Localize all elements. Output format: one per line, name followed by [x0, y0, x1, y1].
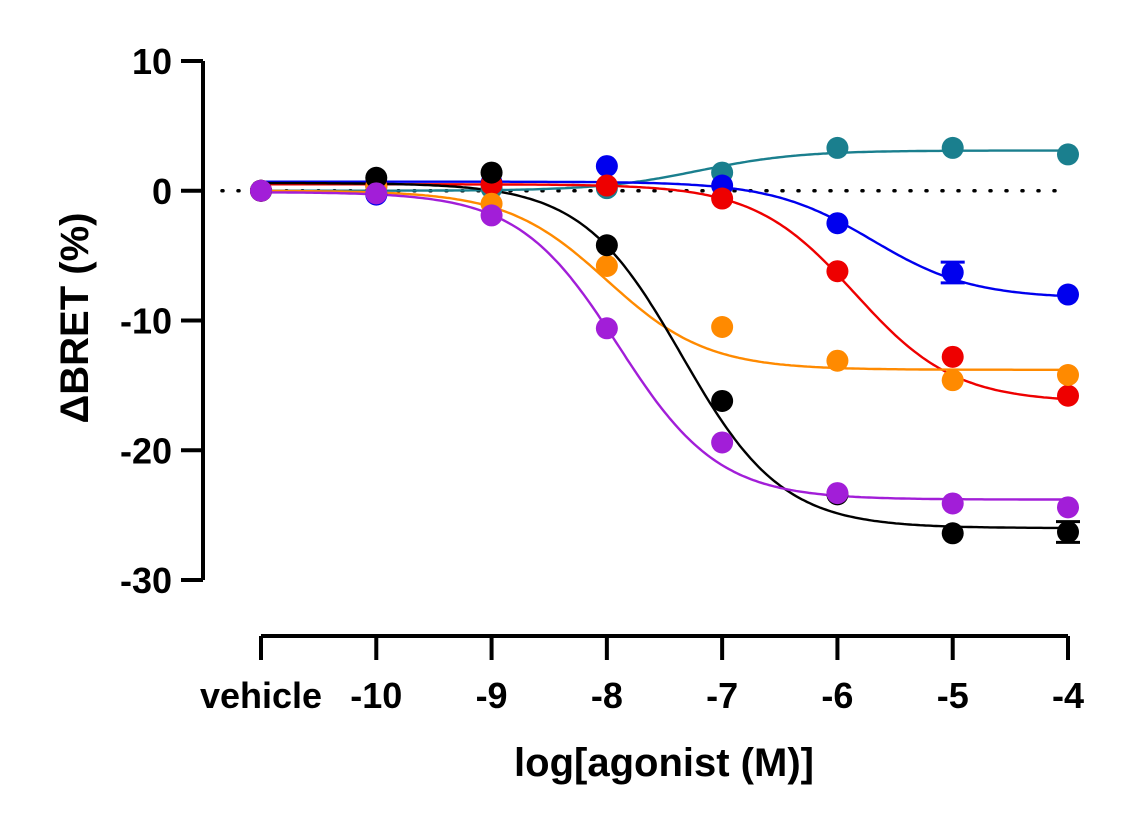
y-tick-label: -10	[120, 301, 172, 342]
data-point-series-6	[365, 182, 388, 205]
data-point-series-6	[250, 179, 272, 202]
data-point-series-6	[711, 431, 734, 454]
data-point-series-5	[1057, 520, 1079, 543]
data-point-series-5	[365, 166, 388, 189]
data-point-series-6	[595, 317, 618, 340]
data-point-series-2	[595, 155, 618, 178]
x-axis-title: log[agonist (M)]	[514, 741, 814, 785]
data-point-series-3	[711, 187, 734, 210]
x-tick-label: -9	[476, 675, 508, 716]
fit-curve-3	[261, 183, 1069, 401]
y-axis: 10 0 -10 -20 -30	[120, 41, 205, 601]
data-point-series-6	[941, 492, 964, 515]
data-point-series-5	[711, 389, 734, 412]
x-tick-label: -8	[591, 675, 623, 716]
data-point-series-3	[826, 260, 849, 283]
data-point-series-1	[941, 136, 964, 159]
x-tick-label: -6	[821, 675, 853, 716]
y-tick-label: 0	[152, 171, 172, 212]
data-point-series-1	[1057, 143, 1079, 166]
y-tick-label: -20	[120, 430, 172, 471]
data-point-series-4	[711, 315, 734, 338]
data-point-series-6	[480, 204, 503, 227]
data-points	[250, 136, 1079, 545]
data-point-series-3	[1057, 384, 1079, 407]
data-point-series-5	[480, 161, 503, 184]
data-point-series-4	[941, 369, 964, 392]
x-tick-label: -5	[937, 675, 969, 716]
y-axis-title: ΔBRET (%)	[53, 213, 97, 424]
fit-curve-1	[261, 149, 1068, 192]
y-tick-label: -30	[120, 560, 172, 601]
data-point-series-1	[826, 136, 849, 159]
x-tick-label: -7	[706, 675, 738, 716]
data-point-series-4	[595, 255, 618, 278]
fit-curve-2	[261, 180, 1069, 298]
x-tick-label: -10	[350, 675, 402, 716]
fit-curve-5	[261, 181, 1068, 530]
data-point-series-6	[1057, 496, 1079, 519]
data-point-series-3	[595, 174, 618, 197]
fit-curve-6	[261, 191, 1068, 501]
data-point-series-3	[941, 345, 964, 368]
data-point-series-5	[941, 522, 964, 545]
y-tick-label: 10	[132, 41, 172, 82]
fit-curves	[261, 149, 1069, 530]
x-tick-label: -4	[1052, 675, 1084, 716]
data-point-series-4	[1057, 363, 1079, 386]
data-point-series-4	[826, 349, 849, 372]
data-point-series-5	[595, 234, 618, 257]
x-axis: vehicle -10 -9 -8 -7 -6 -5 -4	[200, 634, 1084, 716]
data-point-series-2	[941, 261, 964, 284]
x-tick-label: vehicle	[200, 675, 322, 716]
data-point-series-6	[826, 482, 849, 505]
data-point-series-2	[826, 212, 849, 235]
data-point-series-2	[1057, 283, 1079, 306]
